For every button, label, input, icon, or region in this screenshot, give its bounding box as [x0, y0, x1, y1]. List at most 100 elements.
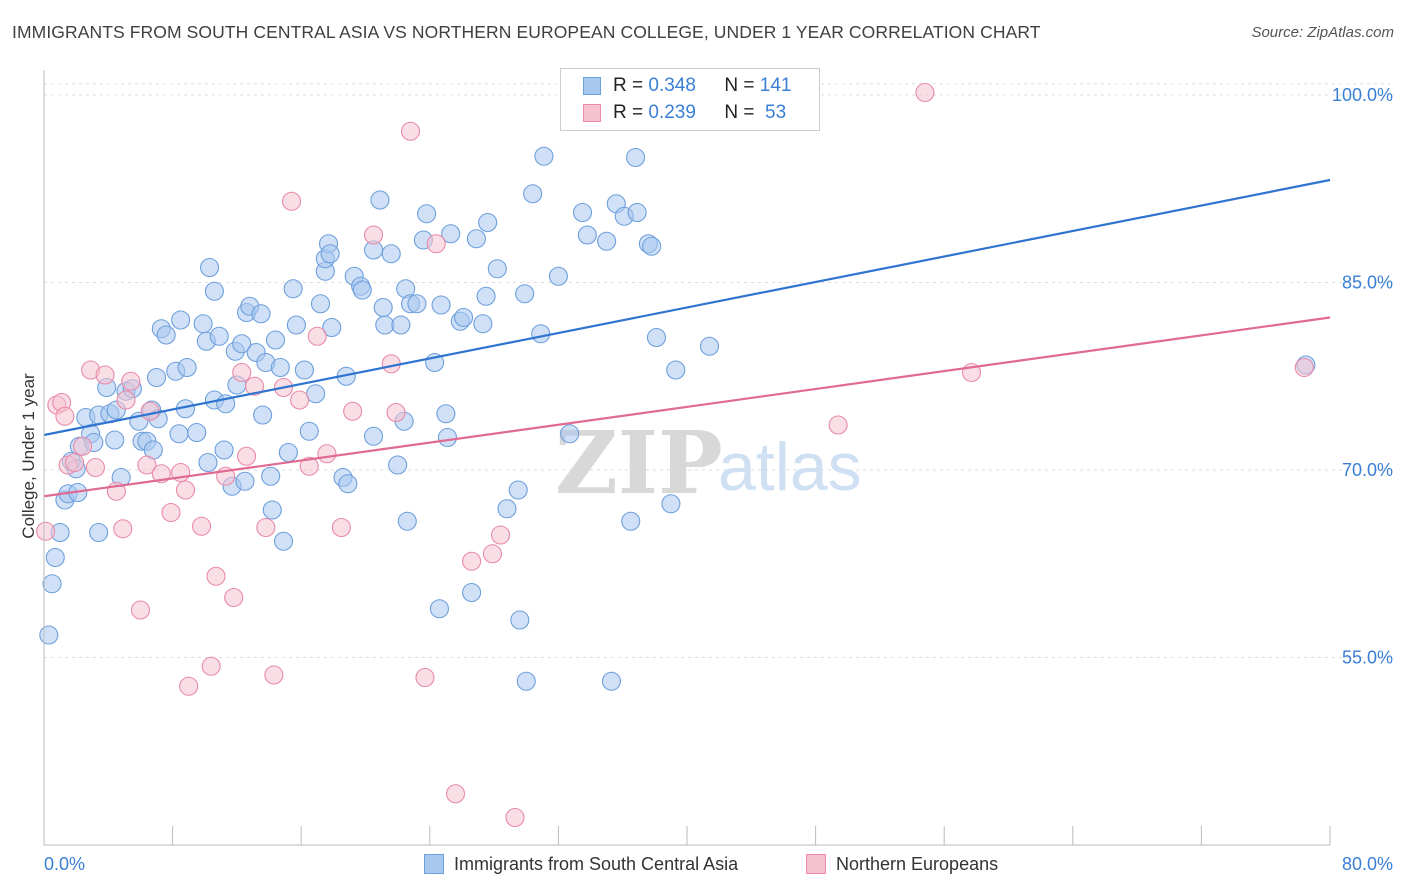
- point-south-central-asia: [294, 360, 314, 380]
- point-northern-europeans: [505, 807, 525, 828]
- point-northern-europeans: [307, 326, 327, 346]
- data-points: [36, 82, 1316, 828]
- chart-title: IMMIGRANTS FROM SOUTH CENTRAL ASIA VS NO…: [12, 22, 1041, 42]
- point-south-central-asia: [286, 315, 306, 335]
- point-south-central-asia: [370, 190, 390, 210]
- point-northern-europeans: [264, 665, 284, 685]
- point-south-central-asia: [204, 281, 224, 301]
- legend-r-value: 0.239: [648, 102, 696, 123]
- point-south-central-asia: [642, 236, 662, 256]
- x-tick-labels: 0.0% 80.0%: [44, 854, 1393, 874]
- point-south-central-asia: [429, 599, 449, 619]
- point-south-central-asia: [462, 582, 482, 603]
- point-northern-europeans: [317, 444, 337, 464]
- trend-line-south-central-asia: [43, 178, 1331, 437]
- point-south-central-asia: [306, 384, 326, 404]
- y-tick-labels: 55.0% 70.0% 85.0% 100.0%: [1332, 85, 1393, 668]
- bottom-legend-swatch-pink: [806, 854, 826, 874]
- point-northern-europeans: [828, 415, 848, 435]
- point-south-central-asia: [187, 422, 207, 443]
- point-south-central-asia: [320, 244, 340, 264]
- point-northern-europeans: [445, 784, 466, 804]
- point-south-central-asia: [487, 259, 507, 279]
- point-south-central-asia: [214, 440, 234, 460]
- chart-source: Source: ZipAtlas.com: [1251, 24, 1394, 41]
- point-northern-europeans: [191, 516, 212, 536]
- y-tick-label: 100.0%: [1332, 85, 1393, 105]
- point-northern-europeans: [282, 191, 302, 211]
- point-south-central-asia: [661, 494, 681, 514]
- y-tick-label: 55.0%: [1342, 648, 1393, 668]
- point-south-central-asia: [352, 280, 372, 300]
- axes: [43, 70, 1331, 846]
- point-south-central-asia: [560, 424, 580, 444]
- point-south-central-asia: [597, 231, 617, 251]
- point-northern-europeans: [426, 234, 446, 254]
- point-northern-europeans: [36, 521, 56, 541]
- point-south-central-asia: [466, 229, 486, 249]
- point-south-central-asia: [454, 307, 474, 328]
- point-south-central-asia: [265, 330, 286, 350]
- legend-n-value: 53: [759, 102, 787, 123]
- point-south-central-asia: [417, 204, 437, 224]
- point-south-central-asia: [146, 367, 167, 388]
- point-south-central-asia: [407, 294, 427, 314]
- point-northern-europeans: [381, 354, 401, 374]
- point-northern-europeans: [245, 376, 265, 396]
- point-south-central-asia: [397, 511, 417, 531]
- point-south-central-asia: [209, 326, 229, 346]
- point-south-central-asia: [572, 202, 593, 223]
- point-northern-europeans: [343, 401, 363, 421]
- trend-lines: [43, 178, 1331, 498]
- legend-r-label: R =: [613, 102, 649, 123]
- point-northern-europeans: [179, 676, 199, 696]
- bottom-legend-item-pink: Northern Europeans: [806, 851, 998, 877]
- watermark-atlas: atlas: [718, 429, 862, 505]
- point-south-central-asia: [169, 424, 189, 444]
- point-south-central-asia: [262, 500, 282, 520]
- point-south-central-asia: [270, 357, 290, 378]
- point-south-central-asia: [699, 336, 720, 356]
- point-northern-europeans: [201, 656, 221, 676]
- point-south-central-asia: [105, 430, 125, 450]
- point-south-central-asia: [515, 284, 535, 304]
- point-northern-europeans: [482, 544, 503, 564]
- point-northern-europeans: [116, 390, 136, 410]
- point-south-central-asia: [626, 147, 646, 168]
- legend-swatch-blue: [583, 77, 601, 95]
- point-south-central-asia: [278, 442, 298, 463]
- point-northern-europeans: [55, 406, 75, 426]
- point-south-central-asia: [251, 304, 271, 324]
- point-south-central-asia: [646, 327, 667, 348]
- point-northern-europeans: [140, 401, 160, 421]
- point-south-central-asia: [156, 325, 176, 345]
- bottom-legend-label: Immigrants from South Central Asia: [454, 853, 739, 874]
- point-south-central-asia: [508, 480, 528, 500]
- point-south-central-asia: [523, 184, 543, 204]
- bottom-legend-item-blue: Immigrants from South Central Asia: [424, 851, 738, 877]
- point-south-central-asia: [436, 404, 456, 424]
- point-south-central-asia: [338, 474, 358, 494]
- point-south-central-asia: [391, 315, 411, 335]
- point-northern-europeans: [121, 371, 141, 391]
- point-south-central-asia: [548, 266, 568, 286]
- point-south-central-asia: [171, 310, 191, 330]
- point-south-central-asia: [381, 244, 401, 264]
- point-northern-europeans: [915, 82, 935, 103]
- point-south-central-asia: [478, 212, 498, 233]
- point-northern-europeans: [331, 517, 351, 538]
- point-northern-europeans: [85, 457, 105, 478]
- stats-legend: R = 0.348 N = 141 R = 0.239 N = 53: [560, 68, 820, 131]
- point-northern-europeans: [232, 362, 252, 383]
- point-south-central-asia: [431, 295, 451, 315]
- legend-row-blue: R = 0.348 N = 141: [583, 73, 791, 99]
- point-northern-europeans: [130, 600, 150, 620]
- point-south-central-asia: [198, 452, 218, 473]
- point-northern-europeans: [161, 502, 181, 523]
- point-south-central-asia: [200, 257, 220, 278]
- point-south-central-asia: [441, 224, 461, 244]
- point-northern-europeans: [415, 667, 435, 688]
- point-south-central-asia: [497, 499, 517, 519]
- point-south-central-asia: [516, 671, 536, 691]
